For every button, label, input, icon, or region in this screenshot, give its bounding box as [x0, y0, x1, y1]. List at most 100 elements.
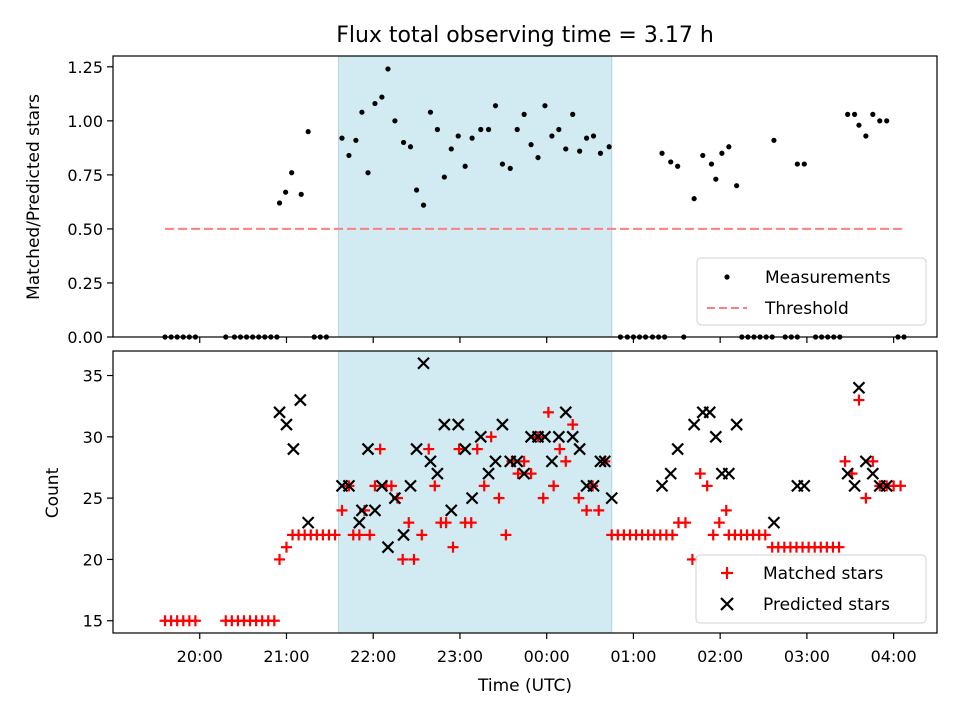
matched-star-point [280, 541, 292, 553]
bottom-legend: Matched stars Predicted stars [695, 554, 927, 624]
measurement-point [478, 126, 484, 133]
matched-star-point [707, 529, 719, 541]
matched-star-point [453, 443, 465, 455]
matched-star-point [471, 443, 483, 455]
measurement-point [441, 174, 447, 180]
measurement-point [305, 129, 311, 135]
legend-measurements-marker [724, 274, 730, 280]
matched-star-point [408, 553, 420, 565]
measurement-point [597, 150, 604, 156]
measurement-point [407, 144, 414, 150]
predicted-star-point [538, 430, 552, 444]
predicted-star-point [605, 491, 619, 505]
bottom-axes-frame [112, 350, 938, 634]
matched-star-point [274, 553, 286, 565]
x-tick-label: 23:00 [437, 647, 483, 666]
measurement-point [691, 196, 697, 202]
x-tick-label: 02:00 [697, 647, 743, 666]
matched-star-point [839, 455, 851, 467]
predicted-star-point [594, 455, 607, 468]
measurement-point [570, 111, 576, 117]
matched-star-point [493, 492, 505, 504]
predicted-star-point [767, 516, 781, 529]
measurement-point [590, 133, 597, 139]
measurement-point [289, 170, 295, 176]
predicted-star-point [664, 467, 677, 480]
predicted-star-point [559, 406, 573, 419]
predicted-star-point [852, 381, 866, 395]
measurement-point [392, 118, 398, 124]
measurement-point [400, 139, 407, 146]
chart-title: Flux total observing time = 3.17 h [336, 23, 714, 48]
predicted-star-point [287, 442, 300, 456]
measurement-point [852, 111, 858, 117]
predicted-star-point [361, 442, 375, 456]
measurement-point [420, 202, 427, 208]
measurement-point [606, 144, 612, 150]
top-y-ticks: 0.00 0.25 0.50 0.75 1.00 1.25 [67, 58, 113, 347]
y-tick-label: 1.25 [67, 58, 103, 77]
measurement-point [877, 118, 883, 124]
y-tick-label: 1.00 [67, 112, 103, 131]
matched-star-point [440, 517, 452, 529]
matched-star-point [537, 492, 549, 504]
measurement-point [884, 118, 890, 124]
matched-star-point [679, 517, 691, 529]
measurement-point [462, 163, 468, 169]
bottom-y-axis-label: Count [43, 467, 63, 518]
matched-star-point [567, 419, 579, 431]
predicted-star-point [438, 418, 451, 431]
x-tick-label: 00:00 [524, 647, 570, 666]
predicted-star-point [368, 504, 382, 517]
predicted-star-point [355, 504, 369, 517]
predicted-star-point [703, 406, 717, 419]
predicted-star-point [482, 467, 495, 480]
measurement-point [492, 103, 499, 109]
measurement-point [719, 150, 725, 156]
bottom-legend-box [695, 554, 927, 624]
measurement-point [359, 109, 365, 115]
predicted-star-point [510, 455, 524, 468]
predicted-star-point [294, 393, 307, 407]
matched-star-point [860, 492, 872, 504]
measurement-point [668, 159, 674, 165]
predicted-star-point [489, 455, 502, 468]
matched-star-point [447, 541, 459, 553]
predicted-star-point [375, 479, 389, 493]
top-y-axis-label: Matched/Predicted stars [24, 94, 44, 300]
matched-star-point [512, 468, 524, 480]
predicted-star-point [552, 430, 566, 444]
y-tick-label: 30 [83, 428, 103, 447]
matched-star-point [759, 529, 771, 541]
x-tick-label: 01:00 [610, 647, 656, 666]
predicted-star-point [417, 356, 430, 370]
measurement-point [283, 189, 289, 195]
matched-star-point [581, 504, 593, 516]
matched-star-point [525, 468, 537, 480]
predicted-star-point [722, 467, 736, 480]
measurement-point [659, 150, 665, 156]
predicted-star-point [848, 479, 861, 493]
matched-star-point [694, 468, 706, 480]
legend-predicted-label: Predicted stars [763, 595, 890, 615]
measurement-point [734, 183, 740, 189]
measurement-point [485, 126, 492, 133]
y-tick-label: 25 [83, 489, 103, 508]
top-x-ticks [199, 337, 895, 343]
measurement-point [385, 66, 391, 72]
matched-star-point [465, 517, 477, 529]
predicted-star-point [709, 430, 723, 444]
observing-window-span-bottom [338, 350, 613, 634]
predicted-star-point [474, 430, 488, 444]
y-tick-label: 35 [83, 367, 103, 386]
predicted-star-point [444, 504, 458, 517]
predicted-star-point [388, 491, 402, 505]
y-tick-label: 0.50 [67, 220, 103, 239]
measurement-point [298, 191, 304, 197]
y-tick-label: 15 [83, 612, 103, 631]
measurement-point [713, 176, 719, 182]
measurement-point [372, 100, 378, 107]
measurement-point [771, 137, 777, 143]
measurement-point [521, 111, 527, 117]
predicted-star-point [517, 467, 531, 480]
